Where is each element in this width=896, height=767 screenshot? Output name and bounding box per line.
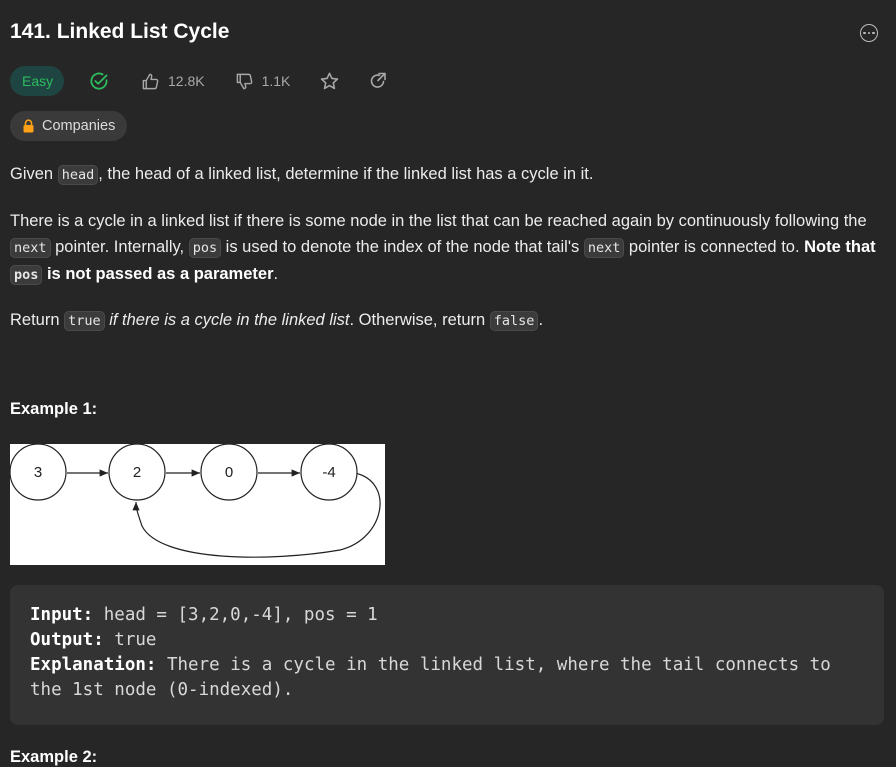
inline-code: pos bbox=[10, 265, 43, 285]
description-paragraph-2: There is a cycle in a linked list if the… bbox=[10, 212, 876, 285]
description-paragraph-1: Given head, the head of a linked list, d… bbox=[10, 165, 594, 185]
example-1-title: Example 1: bbox=[10, 400, 98, 418]
output-label: Output: bbox=[30, 630, 104, 650]
problem-meta-row: Easy 12.8K 1.1K bbox=[10, 66, 388, 96]
list-node bbox=[300, 443, 358, 501]
inline-code: true bbox=[64, 311, 105, 331]
solved-status bbox=[89, 71, 109, 91]
explanation-value: There is a cycle in the linked list, whe… bbox=[156, 655, 831, 675]
share-button[interactable] bbox=[368, 71, 388, 91]
node-label: 2 bbox=[133, 464, 141, 481]
linked-list-diagram: 3 2 0 -4 bbox=[9, 443, 385, 565]
share-icon bbox=[371, 72, 387, 88]
example-1-block: Input: head = [3,2,0,-4], pos = 1 Output… bbox=[10, 585, 884, 725]
thumbs-up-icon bbox=[142, 73, 159, 89]
node-label: 0 bbox=[225, 464, 233, 481]
list-node bbox=[9, 443, 67, 501]
like-count: 12.8K bbox=[168, 73, 205, 89]
inline-code: next bbox=[583, 238, 625, 258]
input-label: Input: bbox=[30, 605, 94, 625]
cycle-arrow bbox=[132, 472, 381, 558]
note-bold: Note that pos is not passed as a paramet… bbox=[10, 238, 876, 285]
star-icon bbox=[321, 72, 339, 89]
output-value: true bbox=[103, 630, 157, 650]
node-label: -4 bbox=[322, 464, 335, 481]
check-circle-icon bbox=[90, 72, 108, 90]
thumbs-down-icon bbox=[236, 73, 252, 89]
difficulty-badge: Easy bbox=[10, 66, 64, 96]
dislike-button[interactable]: 1.1K bbox=[235, 72, 291, 91]
more-options-icon[interactable] bbox=[860, 24, 878, 42]
list-node bbox=[108, 443, 166, 501]
inline-code: pos bbox=[188, 238, 222, 258]
description-paragraph-3: Return true if there is a cycle in the l… bbox=[10, 311, 544, 331]
list-node bbox=[200, 443, 258, 501]
explanation-value-2: the 1st node (0-indexed). bbox=[30, 680, 294, 700]
companies-label: Companies bbox=[42, 118, 116, 134]
example-2-title: Example 2: bbox=[10, 748, 98, 766]
like-button[interactable]: 12.8K bbox=[141, 72, 205, 91]
inline-code: next bbox=[10, 238, 51, 258]
inline-code: head bbox=[57, 165, 99, 185]
input-value: head = [3,2,0,-4], pos = 1 bbox=[93, 605, 378, 625]
lock-icon bbox=[23, 119, 34, 133]
node-label: 3 bbox=[34, 464, 42, 481]
favorite-button[interactable] bbox=[319, 71, 340, 92]
inline-code: false bbox=[489, 311, 539, 331]
companies-tag[interactable]: Companies bbox=[10, 111, 128, 141]
dislike-count: 1.1K bbox=[261, 73, 291, 89]
explanation-label: Explanation: bbox=[30, 655, 157, 675]
problem-title: 141. Linked List Cycle bbox=[10, 20, 230, 43]
